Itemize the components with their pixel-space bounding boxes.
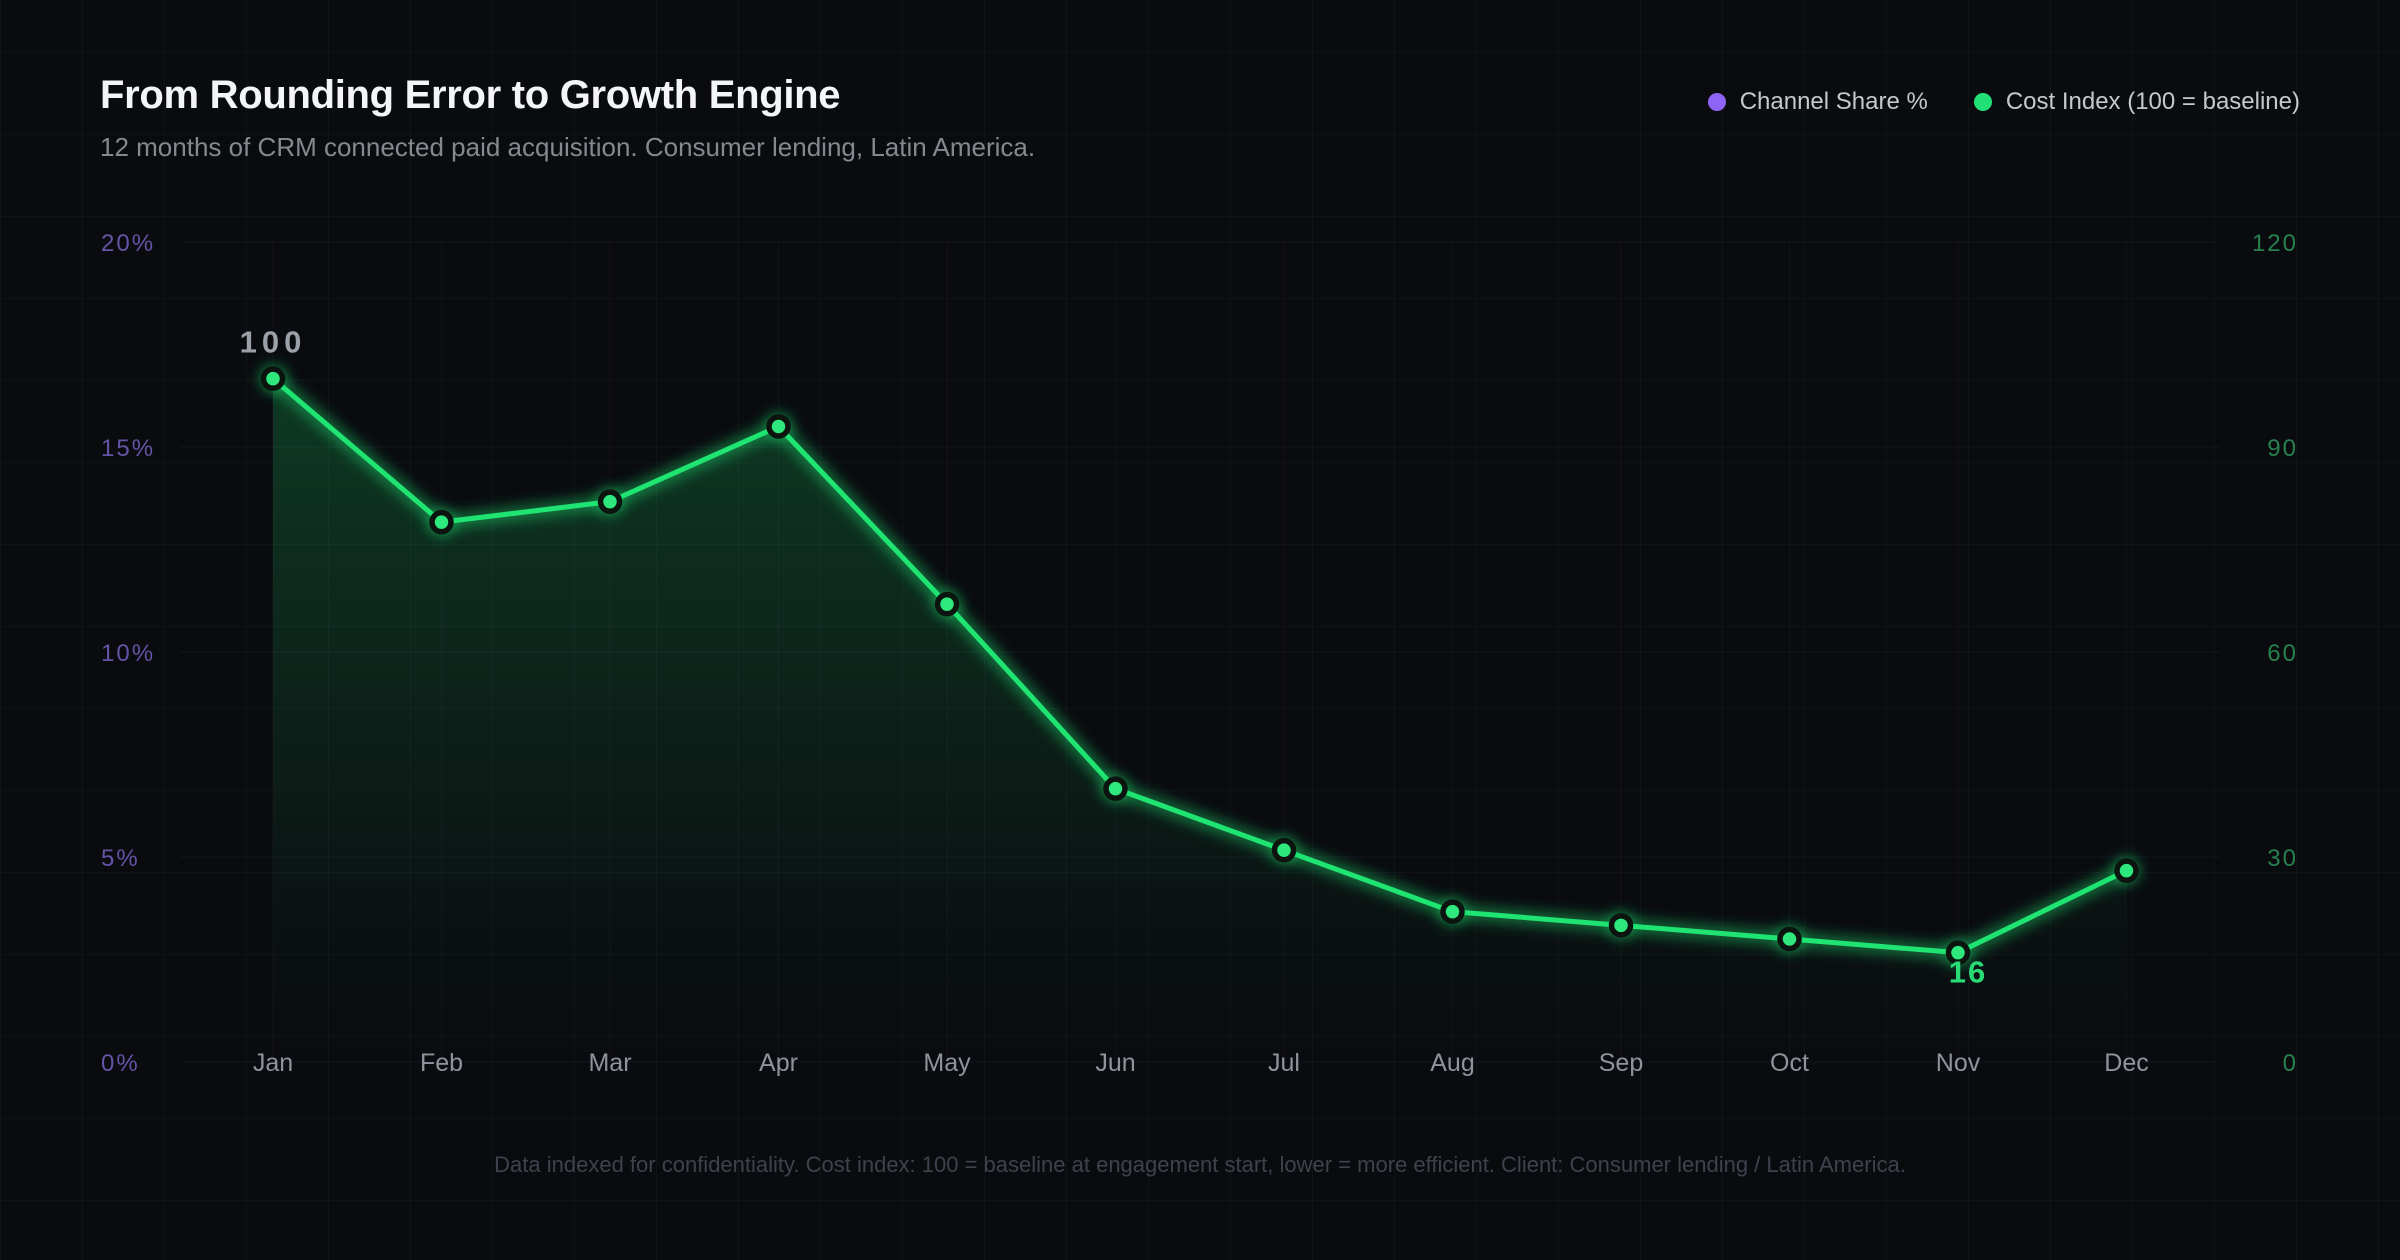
data-point-mar[interactable] (597, 489, 623, 514)
legend-label: Channel Share % (1739, 88, 1928, 115)
legend-item-channel-share[interactable]: Channel Share % (1707, 88, 1928, 116)
legend-item-cost-index[interactable]: Cost Index (100 = baseline) (1973, 88, 2300, 116)
page-subtitle: 12 months of CRM connected paid acquisit… (100, 132, 1036, 162)
data-point-jun[interactable] (1103, 776, 1128, 801)
data-point-jan[interactable] (260, 366, 286, 391)
legend-label: Cost Index (100 = baseline) (2005, 88, 2300, 115)
x-axis-label-oct: Oct (1770, 1049, 1809, 1077)
left-axis-tick: 15% (101, 435, 155, 462)
left-axis-tick: 5% (101, 845, 140, 872)
x-axis-label-dec: Dec (2104, 1049, 2148, 1077)
data-point-jul[interactable] (1271, 837, 1297, 863)
cost-index-line (270, 376, 2129, 956)
left-axis-tick: 20% (101, 230, 155, 257)
data-point-aug[interactable] (1440, 899, 1465, 924)
data-point-sep[interactable] (1608, 913, 1634, 938)
right-axis-tick: 60 (2267, 640, 2298, 667)
area-fill (273, 378, 2127, 1063)
left-axis-tick: 10% (101, 640, 155, 667)
right-axis-tick: 120 (2252, 230, 2298, 257)
legend-dot-purple-icon (1707, 93, 1726, 111)
x-axis-label-mar: Mar (588, 1049, 631, 1077)
right-axis-tick: 0 (2283, 1050, 2298, 1077)
data-point-nov[interactable] (1945, 940, 1971, 965)
x-axis-label-apr: Apr (759, 1049, 798, 1077)
point-label-16: 16 (1949, 955, 1987, 990)
chart-header: From Rounding Error to Growth Engine 12 … (100, 72, 1035, 163)
data-point-apr[interactable] (766, 414, 791, 439)
x-axis-label-jan: Jan (253, 1049, 293, 1077)
right-axis-tick: 30 (2267, 845, 2298, 872)
x-axis-label-sep: Sep (1599, 1049, 1643, 1077)
data-point-may[interactable] (934, 591, 960, 617)
x-axis-label-may: May (923, 1049, 971, 1077)
data-point-feb[interactable] (429, 509, 454, 535)
legend-dot-green-icon (1973, 93, 1992, 111)
right-axis-tick: 90 (2267, 435, 2298, 462)
x-axis-label-aug: Aug (1430, 1049, 1474, 1077)
left-axis-tick: 0% (101, 1050, 140, 1077)
point-label-100: 100 (240, 325, 307, 360)
data-point-oct[interactable] (1777, 926, 1802, 952)
footnote: Data indexed for confidentiality. Cost i… (494, 1152, 1906, 1177)
data-point-dec[interactable] (2114, 858, 2139, 883)
x-axis-label-nov: Nov (1936, 1049, 1981, 1077)
chart-legend: Channel Share % Cost Index (100 = baseli… (1707, 88, 2300, 116)
page-title: From Rounding Error to Growth Engine (100, 73, 841, 117)
x-axis-label-jul: Jul (1268, 1049, 1300, 1077)
x-axis-label-feb: Feb (420, 1049, 463, 1077)
x-axis-label-jun: Jun (1095, 1049, 1135, 1077)
